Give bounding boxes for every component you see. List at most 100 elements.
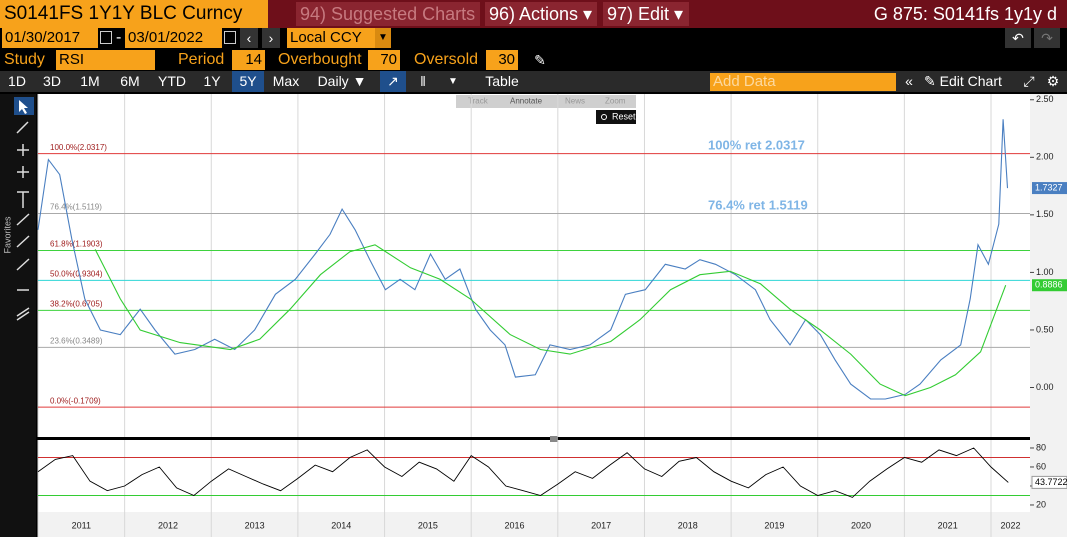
period-value[interactable]: 14 — [232, 50, 265, 70]
function-code: G 875: S0141fs 1y1y d — [873, 4, 1057, 24]
side-toolbar — [0, 94, 36, 537]
undo-button[interactable]: ↶ — [1005, 28, 1031, 48]
range-button[interactable]: 1Y — [203, 73, 221, 89]
calendar-icon[interactable] — [224, 31, 236, 44]
last-value-tag — [1032, 182, 1067, 195]
fib-label: 0.0%(-0.1709) — [50, 396, 101, 405]
chart-tool: Annotate — [510, 97, 543, 106]
y-tick-label: 0.00 — [1036, 382, 1054, 392]
edit-chart-label: Edit Chart — [939, 73, 1002, 89]
bar-icon[interactable]: ‖ — [420, 73, 426, 89]
menu-item[interactable]: 96) Actions ▾ — [485, 2, 597, 26]
reset-bg — [596, 110, 636, 124]
fib-label: 38.2%(0.6705) — [50, 299, 103, 308]
table-button[interactable]: Table — [485, 73, 519, 89]
menu-item[interactable]: 94) Suggested Charts — [296, 2, 480, 26]
range-button[interactable]: Max — [272, 73, 300, 89]
last-value-label: 43.7722 — [1035, 477, 1067, 487]
y-tick-label: 0.50 — [1036, 324, 1054, 334]
settings-icon[interactable]: ⚙ — [1046, 73, 1060, 89]
tools-bar — [456, 95, 636, 108]
range-button[interactable]: 6M — [120, 73, 140, 89]
y-tick-label: 2.50 — [1036, 94, 1054, 104]
pencil-icon[interactable]: ✎ — [534, 52, 546, 68]
x-tick-label: 2013 — [245, 520, 265, 530]
right-axis — [1030, 94, 1067, 512]
fib-label: 50.0%(0.9304) — [50, 270, 103, 279]
pointer-icon — [19, 100, 28, 114]
oversold-value[interactable]: 30 — [486, 50, 518, 70]
x-tick-label: 2019 — [764, 520, 784, 530]
study-value[interactable]: RSI — [56, 50, 155, 70]
x-tick-label: 2011 — [72, 520, 91, 530]
date-separator: - — [116, 29, 122, 46]
chart-type-dropdown[interactable]: ▼ — [448, 76, 458, 87]
x-tick-label: 2017 — [591, 520, 611, 530]
x-axis — [38, 512, 1067, 537]
x-tick-label: 2015 — [418, 520, 438, 530]
fib-label: 61.8%(1.1903) — [50, 240, 103, 249]
rsi-panel — [38, 440, 1030, 512]
currency[interactable]: Local CCY — [287, 28, 375, 48]
overbought-value[interactable]: 70 — [368, 50, 400, 70]
panel-splitter — [550, 436, 558, 442]
reset-button: Reset — [612, 111, 636, 121]
range-button[interactable]: 1M — [80, 73, 100, 89]
menu-item[interactable]: 97) Edit ▾ — [603, 2, 689, 26]
expand-icon[interactable]: ⤢ — [1023, 73, 1035, 89]
y-tick-label: 2.00 — [1036, 152, 1054, 162]
range-button[interactable]: 1D — [8, 73, 26, 89]
range-button[interactable]: 5Y — [232, 71, 264, 92]
add-data[interactable]: Add Data — [710, 73, 896, 91]
reset-icon — [601, 114, 607, 120]
y-tick-label: 1.00 — [1036, 267, 1054, 277]
last-value-label: 0.8886 — [1035, 280, 1063, 290]
calendar-icon[interactable] — [100, 31, 112, 44]
study-label: Study — [4, 51, 45, 68]
chart-tool: Zoom — [605, 97, 626, 106]
overbought-label: Overbought — [278, 51, 362, 68]
frequency[interactable]: Daily ▼ — [317, 73, 367, 89]
chart-tool: Track — [468, 97, 489, 106]
x-tick-label: 2022 — [1000, 520, 1020, 530]
y-tick-label: 20 — [1036, 499, 1046, 509]
start-date[interactable]: 01/30/2017 — [2, 28, 98, 48]
favorites-label: Favorites — [2, 216, 12, 254]
series-line — [37, 119, 1009, 400]
currency-dropdown[interactable]: ▼ — [375, 28, 391, 48]
pointer-tool — [14, 97, 34, 115]
x-tick-label: 2016 — [504, 520, 524, 530]
last-value-label: 1.7327 — [1035, 182, 1063, 192]
security-title: S0141FS 1Y1Y BLC Curncy — [4, 3, 243, 24]
security-bar — [0, 0, 268, 28]
tool-icons — [16, 121, 30, 321]
x-tick-label: 2021 — [938, 520, 958, 530]
oversold-label: Oversold — [414, 51, 479, 68]
x-tick-label: 2020 — [851, 520, 871, 530]
range-button[interactable]: YTD — [158, 73, 186, 89]
range-button[interactable]: 3D — [43, 73, 61, 89]
series-line — [37, 447, 1009, 498]
y-tick-label: 80 — [1036, 442, 1046, 452]
prev-button[interactable]: ‹ — [240, 28, 258, 48]
chart-tools: Track Annotate News Zoom Reset — [456, 95, 636, 124]
last-value-tag — [1031, 475, 1067, 489]
period-label: Period — [178, 51, 225, 68]
line-icon[interactable]: ↗ — [380, 71, 406, 92]
chart-tool: News — [565, 97, 585, 106]
fib-label: 23.6%(0.3489) — [50, 336, 103, 345]
edit-chart[interactable]: ✎ Edit Chart — [924, 73, 1002, 89]
redo-button[interactable]: ↷ — [1034, 28, 1060, 48]
y-tick-label: 1.50 — [1036, 209, 1054, 219]
annotation: 100% ret 2.0317 — [708, 137, 805, 152]
next-button[interactable]: › — [262, 28, 280, 48]
x-tick-label: 2018 — [678, 520, 698, 530]
y-tick-label: 60 — [1036, 461, 1046, 471]
annotation: 76.4% ret 1.5119 — [708, 197, 808, 212]
end-date[interactable]: 03/01/2022 — [125, 28, 222, 48]
x-tick-label: 2012 — [158, 520, 178, 530]
fib-label: 100.0%(2.0317) — [50, 143, 107, 152]
last-value-tag — [1032, 279, 1067, 292]
collapse-icon[interactable]: « — [905, 73, 913, 89]
